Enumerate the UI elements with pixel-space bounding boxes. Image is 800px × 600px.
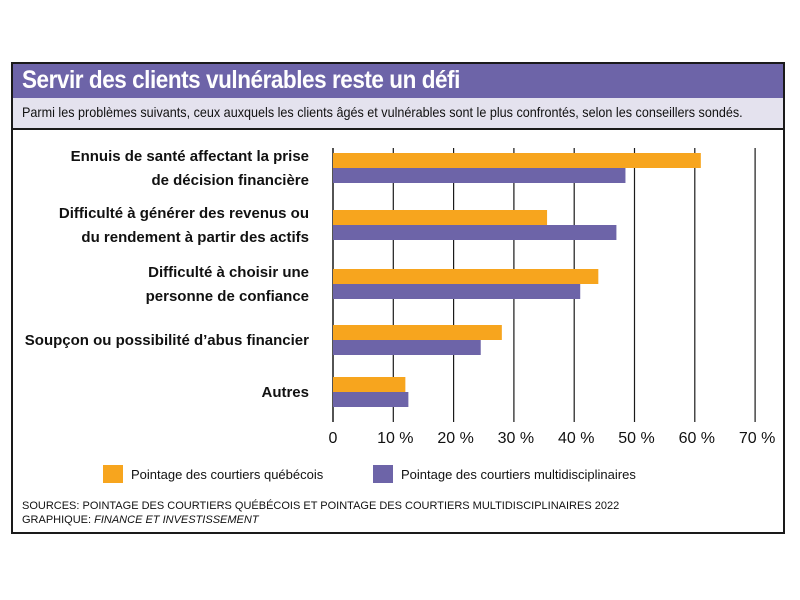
tick-label-60: 60 % [679,430,715,447]
category-label-2-1: personne de confiance [146,288,309,305]
category-label-4-0: Autres [261,384,309,401]
bar-multi-3 [333,340,481,355]
bar-multi-1 [333,225,617,240]
bar-quebec-2 [333,269,599,284]
tick-label-0: 0 [329,430,338,447]
bar-quebec-1 [333,210,548,225]
sources-note: SOURCES: POINTAGE DES COURTIERS QUÉBÉCOI… [22,499,619,527]
tick-label-30: 30 % [498,430,534,447]
subtitle-bar: Parmi les problèmes suivants, ceux auxqu… [13,98,783,130]
bar-multi-4 [333,392,409,407]
bar-chart: Ennuis de santé affectant la prise de déc… [25,148,776,483]
sources-text: SOURCES: POINTAGE DES COURTIERS QUÉBÉCOI… [22,500,620,512]
bar-quebec-3 [333,325,502,340]
bar-multi-2 [333,284,581,299]
tick-label-40: 40 % [558,430,594,447]
tick-label-70: 70 % [739,430,775,447]
chart-title: Servir des clients vulnérables reste un … [22,66,460,94]
bar-multi-0 [333,168,626,183]
bars [333,153,701,407]
legend-label-multi: Pointage des courtiers multidisciplinair… [401,467,636,482]
tick-label-10: 10 % [377,430,413,447]
credit-prefix: GRAPHIQUE: [22,514,95,526]
legend: Pointage des courtiers québécois Pointage… [103,465,636,483]
credit-name: FINANCE ET INVESTISSEMENT [94,514,259,526]
tick-label-20: 20 % [437,430,473,447]
category-label-1-0: Difficulté à générer des revenus ou [59,205,309,222]
legend-swatch-quebec [103,465,123,483]
bar-quebec-0 [333,153,701,168]
credit-line: GRAPHIQUE: FINANCE ET INVESTISSEMENT [22,513,619,527]
legend-label-quebec: Pointage des courtiers québécois [131,467,324,482]
category-label-1-1: du rendement à partir des actifs [81,229,309,246]
x-tick-labels: 0 10 % 20 % 30 % 40 % 50 % 60 % 70 % [329,430,776,447]
category-label-0-1: de décision financière [151,172,309,189]
tick-label-50: 50 % [618,430,654,447]
category-label-0-0: Ennuis de santé affectant la prise [71,148,309,165]
category-labels: Ennuis de santé affectant la prise de déc… [25,148,309,401]
category-label-3-0: Soupçon ou possibilité d’abus financier [25,332,309,349]
title-bar: Servir des clients vulnérables reste un … [13,64,783,98]
category-label-2-0: Difficulté à choisir une [148,264,309,281]
infographic-frame: Servir des clients vulnérables reste un … [11,62,785,534]
legend-swatch-multi [373,465,393,483]
bar-quebec-4 [333,377,406,392]
chart-subtitle: Parmi les problèmes suivants, ceux auxqu… [22,104,743,120]
